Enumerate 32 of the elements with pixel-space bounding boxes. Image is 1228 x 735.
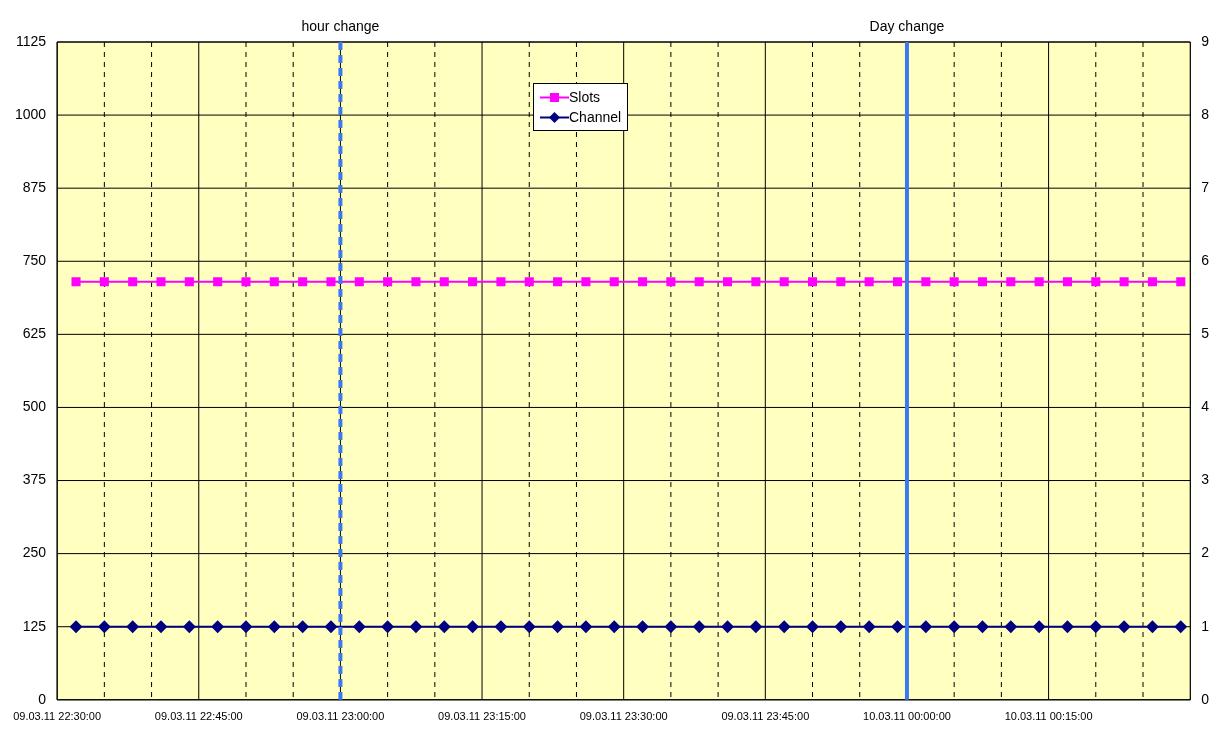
y-tick-label: 875	[22, 179, 47, 196]
x-tick-label: 09.03.11 22:45:00	[154, 710, 243, 723]
y-tick-label: 1125	[16, 32, 47, 49]
ref-line-label: Day change	[869, 17, 945, 34]
y-tick-label: 125	[22, 617, 47, 634]
y-tick-label: 500	[22, 398, 47, 415]
ref-line-label: hour change	[301, 17, 380, 34]
y-tick-label: 0	[38, 690, 47, 707]
x-tick-label: 10.03.11 00:15:00	[1004, 710, 1093, 723]
x-tick-label: 09.03.11 22:30:00	[13, 710, 102, 723]
x-tick-label: 09.03.11 23:15:00	[438, 710, 526, 723]
legend-label: Slots	[569, 89, 601, 105]
x-tick-label: 09.03.11 23:45:00	[721, 710, 810, 723]
y2-tick-label: 9	[1201, 32, 1210, 49]
y2-tick-label: 4	[1201, 398, 1210, 415]
y2-tick-label: 8	[1201, 105, 1210, 122]
x-tick-label: 09.03.11 23:30:00	[579, 710, 668, 723]
x-tick-label: 10.03.11 00:00:00	[863, 710, 951, 723]
y-tick-label: 750	[22, 252, 47, 269]
y2-tick-label: 3	[1201, 471, 1210, 488]
legend-label: Channel	[569, 109, 622, 125]
y2-tick-label: 6	[1201, 252, 1210, 269]
y2-tick-label: 5	[1201, 325, 1210, 342]
y-tick-label: 250	[22, 544, 47, 561]
y2-tick-label: 7	[1201, 179, 1210, 196]
x-tick-label: 09.03.11 23:00:00	[296, 710, 385, 723]
y-tick-label: 375	[22, 471, 47, 488]
y-tick-label: 625	[22, 325, 47, 342]
y2-tick-label: 2	[1201, 544, 1210, 561]
y-tick-label: 1000	[14, 105, 47, 122]
y2-tick-label: 1	[1201, 617, 1210, 634]
y2-tick-label: 0	[1201, 690, 1210, 707]
